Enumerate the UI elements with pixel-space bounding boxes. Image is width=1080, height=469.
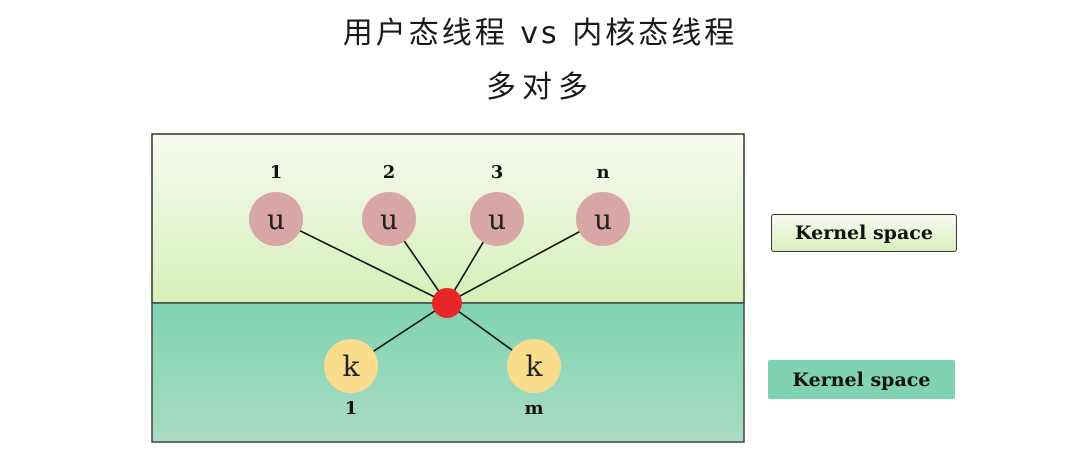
kernel-space-region	[151, 302, 745, 443]
user-thread-node	[362, 192, 416, 246]
kernel-thread-glyph: k	[343, 350, 361, 383]
user-thread-label: 3	[491, 162, 504, 183]
kernel-thread-glyph: k	[526, 350, 544, 383]
user-thread-label: 1	[270, 162, 283, 183]
user-thread-link	[446, 218, 604, 304]
user-thread-glyph: u	[488, 203, 506, 236]
kernel-thread-label: m	[524, 398, 543, 419]
user-thread-node	[249, 192, 303, 246]
user-thread-label: 2	[383, 162, 396, 183]
kernel-thread-node	[507, 339, 561, 393]
diagram-subtitle: 多对多	[486, 70, 594, 105]
diagram-title: 用户态线程 vs 内核态线程	[342, 16, 738, 51]
kernel-thread-node	[324, 339, 378, 393]
legend-top-label: Kernel space	[771, 214, 957, 252]
user-thread-link	[275, 218, 448, 304]
user-thread-glyph: u	[267, 203, 285, 236]
user-thread-glyph: u	[594, 203, 612, 236]
user-thread-label: n	[596, 162, 609, 183]
scheduler-hub-node	[432, 288, 462, 318]
legend-bottom-label: Kernel space	[768, 360, 955, 399]
user-thread-node	[470, 192, 524, 246]
user-thread-glyph: u	[380, 203, 398, 236]
user-space-region	[151, 133, 745, 304]
user-thread-node	[576, 192, 630, 246]
kernel-thread-label: 1	[345, 398, 358, 419]
